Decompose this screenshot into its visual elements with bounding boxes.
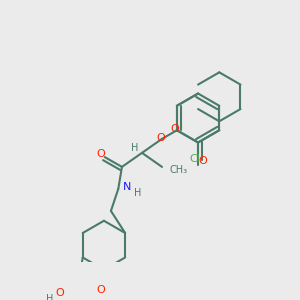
Text: O: O: [198, 156, 207, 167]
Text: O: O: [96, 285, 105, 295]
Text: CH₃: CH₃: [170, 164, 188, 175]
Text: O: O: [96, 149, 105, 160]
Text: O: O: [156, 133, 165, 143]
Text: Cl: Cl: [189, 154, 200, 164]
Text: H: H: [131, 143, 139, 154]
Text: H: H: [46, 294, 53, 300]
Text: O: O: [55, 288, 64, 298]
Text: N: N: [123, 182, 131, 192]
Text: O: O: [170, 124, 178, 134]
Text: H: H: [134, 188, 141, 198]
